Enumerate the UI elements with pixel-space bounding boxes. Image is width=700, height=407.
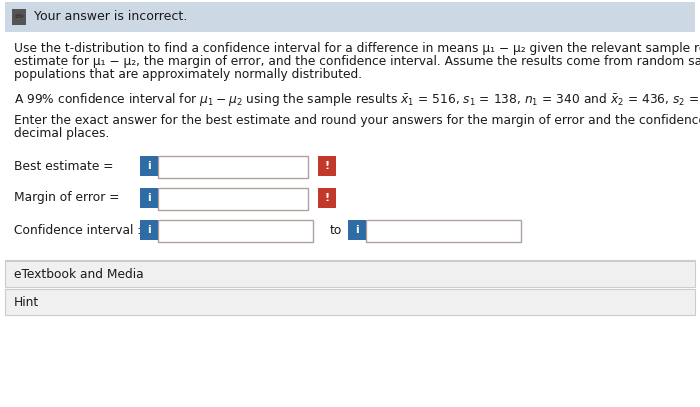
Bar: [12, 9, 26, 25]
Bar: [348, 220, 366, 240]
Bar: [366, 220, 521, 242]
Bar: [140, 156, 158, 176]
Text: decimal places.: decimal places.: [14, 127, 109, 140]
Bar: [158, 220, 313, 242]
Text: estimate for μ₁ − μ₂, the margin of error, and the confidence interval. Assume t: estimate for μ₁ − μ₂, the margin of erro…: [14, 55, 700, 68]
Text: Best estimate =: Best estimate =: [14, 160, 113, 173]
Text: !: !: [324, 193, 330, 203]
Text: ✏: ✏: [14, 12, 24, 22]
Text: eTextbook and Media: eTextbook and Media: [14, 267, 144, 280]
Text: Enter the exact answer for the best estimate and round your answers for the marg: Enter the exact answer for the best esti…: [14, 114, 700, 127]
Bar: [5, 2, 695, 32]
Text: i: i: [147, 161, 150, 171]
Bar: [5, 261, 695, 287]
Text: i: i: [355, 225, 359, 235]
Bar: [140, 220, 158, 240]
Text: Confidence interval :: Confidence interval :: [14, 223, 141, 236]
Bar: [158, 156, 308, 178]
Text: Your answer is incorrect.: Your answer is incorrect.: [34, 11, 188, 24]
Text: Hint: Hint: [14, 295, 39, 309]
Text: !: !: [324, 161, 330, 171]
Text: to: to: [330, 223, 342, 236]
Text: i: i: [147, 193, 150, 203]
Bar: [318, 188, 336, 208]
Bar: [158, 188, 308, 210]
Text: Margin of error =: Margin of error =: [14, 192, 120, 204]
Bar: [318, 156, 336, 176]
Text: populations that are approximately normally distributed.: populations that are approximately norma…: [14, 68, 362, 81]
Bar: [140, 188, 158, 208]
Text: A 99% confidence interval for $\mu_1 - \mu_2$ using the sample results $\bar{x}_: A 99% confidence interval for $\mu_1 - \…: [14, 91, 700, 108]
Text: i: i: [147, 225, 150, 235]
Text: Use the t-distribution to find a confidence interval for a difference in means μ: Use the t-distribution to find a confide…: [14, 42, 700, 55]
Bar: [5, 289, 695, 315]
